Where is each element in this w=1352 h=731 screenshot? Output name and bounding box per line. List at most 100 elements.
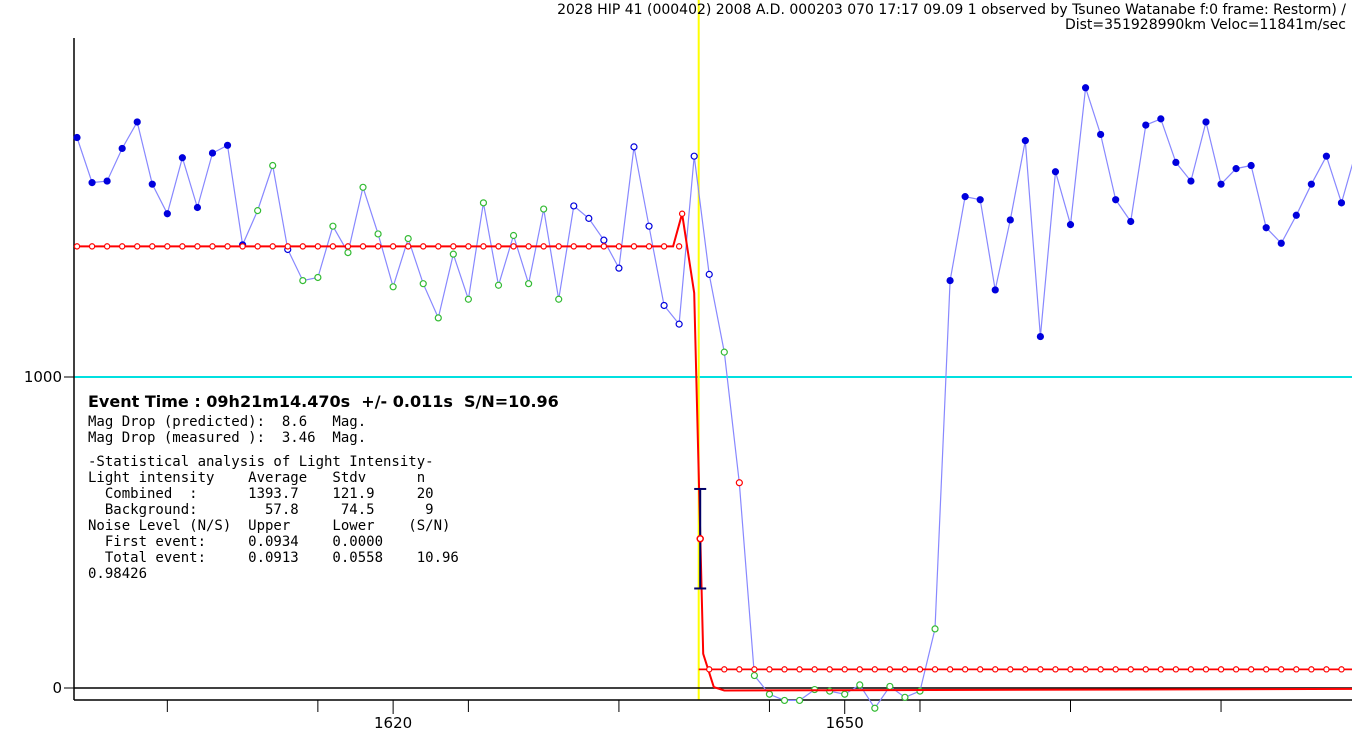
observed-point xyxy=(570,202,578,210)
mag-drop-measured: Mag Drop (measured ): 3.46 Mag. xyxy=(88,430,367,446)
model-point xyxy=(856,666,863,673)
observed-point xyxy=(1217,180,1225,188)
model-point xyxy=(1262,666,1270,673)
axes xyxy=(64,38,1352,714)
observed-point xyxy=(615,264,623,272)
observed-point xyxy=(946,276,954,285)
observed-point xyxy=(1127,217,1135,226)
model-point xyxy=(1052,666,1059,673)
model-point xyxy=(796,666,803,673)
observed-point xyxy=(344,249,352,257)
model-point xyxy=(1067,666,1074,673)
model-point xyxy=(811,666,818,673)
model-point xyxy=(239,243,246,250)
observed-point xyxy=(660,301,668,310)
model-series xyxy=(73,210,1352,692)
observed-point xyxy=(555,295,563,303)
observed-point xyxy=(961,193,969,201)
observed-point xyxy=(690,152,698,160)
model-point xyxy=(555,243,562,250)
observed-point xyxy=(133,118,141,126)
extra-value: 0.98426 xyxy=(88,566,148,582)
model-point xyxy=(660,243,668,250)
model-point xyxy=(916,666,924,673)
model-point xyxy=(118,243,126,250)
noise-header-row: Noise Level (N/S) Upper Lower (S/N) xyxy=(88,518,451,534)
observed-point xyxy=(299,276,307,285)
observed-point xyxy=(991,286,999,294)
model-point xyxy=(1247,666,1255,673)
model-point xyxy=(1127,666,1134,673)
model-point xyxy=(826,666,833,673)
observed-point xyxy=(1081,84,1090,92)
model-point xyxy=(179,243,186,250)
model-point xyxy=(736,666,743,673)
model-point xyxy=(344,243,352,250)
header-dist-veloc: Dist=351928990km Veloc=11841m/sec xyxy=(1065,17,1346,33)
model-point xyxy=(1308,666,1315,673)
model-point xyxy=(329,243,337,250)
model-point xyxy=(420,243,427,250)
observed-point xyxy=(389,283,397,291)
mag-drop-predicted: Mag Drop (predicted): 8.6 Mag. xyxy=(88,414,367,430)
model-point xyxy=(751,666,758,673)
model-point xyxy=(73,243,81,250)
model-point xyxy=(465,243,472,250)
observed-point xyxy=(1322,152,1331,160)
model-point xyxy=(149,243,156,250)
model-point xyxy=(1157,666,1165,673)
observed-point xyxy=(1051,168,1060,176)
observed-point xyxy=(1247,161,1255,170)
observed-point xyxy=(856,681,864,689)
model-point xyxy=(510,243,517,250)
reference-lines xyxy=(74,0,1352,700)
model-point xyxy=(194,243,201,250)
model-point xyxy=(299,243,307,250)
model-spike-point xyxy=(678,210,686,217)
observed-point xyxy=(329,222,337,230)
model-point xyxy=(1037,666,1044,673)
observed-point xyxy=(118,144,126,153)
model-point xyxy=(1007,666,1014,673)
model-point xyxy=(374,243,382,250)
observed-series xyxy=(73,84,1352,712)
model-point xyxy=(992,666,999,673)
model-point xyxy=(1172,666,1180,673)
observed-point xyxy=(73,133,81,142)
observed-point xyxy=(178,154,186,162)
model-point xyxy=(976,666,984,673)
observed-point xyxy=(88,179,96,187)
observed-point xyxy=(540,205,548,213)
model-point xyxy=(495,243,502,250)
model-point xyxy=(886,666,894,673)
observed-point xyxy=(163,210,171,218)
stats-combined-row: Combined : 1393.7 121.9 20 xyxy=(88,486,434,502)
observed-point xyxy=(1142,121,1150,129)
observed-point xyxy=(1066,221,1075,229)
model-point xyxy=(254,243,261,250)
model-point xyxy=(961,666,969,673)
model-point xyxy=(1323,666,1330,673)
observed-point xyxy=(1292,211,1300,219)
model-point xyxy=(1232,666,1240,673)
x-tick-label: 1650 xyxy=(826,714,864,731)
observed-point xyxy=(1006,216,1014,224)
observed-point xyxy=(419,280,427,288)
observed-point xyxy=(1112,196,1120,204)
model-point xyxy=(540,243,547,250)
stats-background-row: Background: 57.8 74.5 9 xyxy=(88,502,434,518)
model-point xyxy=(1142,666,1149,673)
model-line xyxy=(77,213,1352,692)
observed-point xyxy=(374,230,382,238)
model-point xyxy=(901,666,909,673)
observed-point xyxy=(765,690,774,698)
observed-point xyxy=(404,235,412,243)
model-point xyxy=(721,666,728,673)
model-point xyxy=(1097,666,1104,673)
model-point xyxy=(269,243,276,250)
observed-point xyxy=(193,203,202,212)
model-point xyxy=(675,243,683,250)
model-point xyxy=(946,666,954,673)
event-error-bar xyxy=(694,487,707,590)
statistics-panel: Event Time : 09h21m14.470s +/- 0.011s S/… xyxy=(84,392,694,662)
